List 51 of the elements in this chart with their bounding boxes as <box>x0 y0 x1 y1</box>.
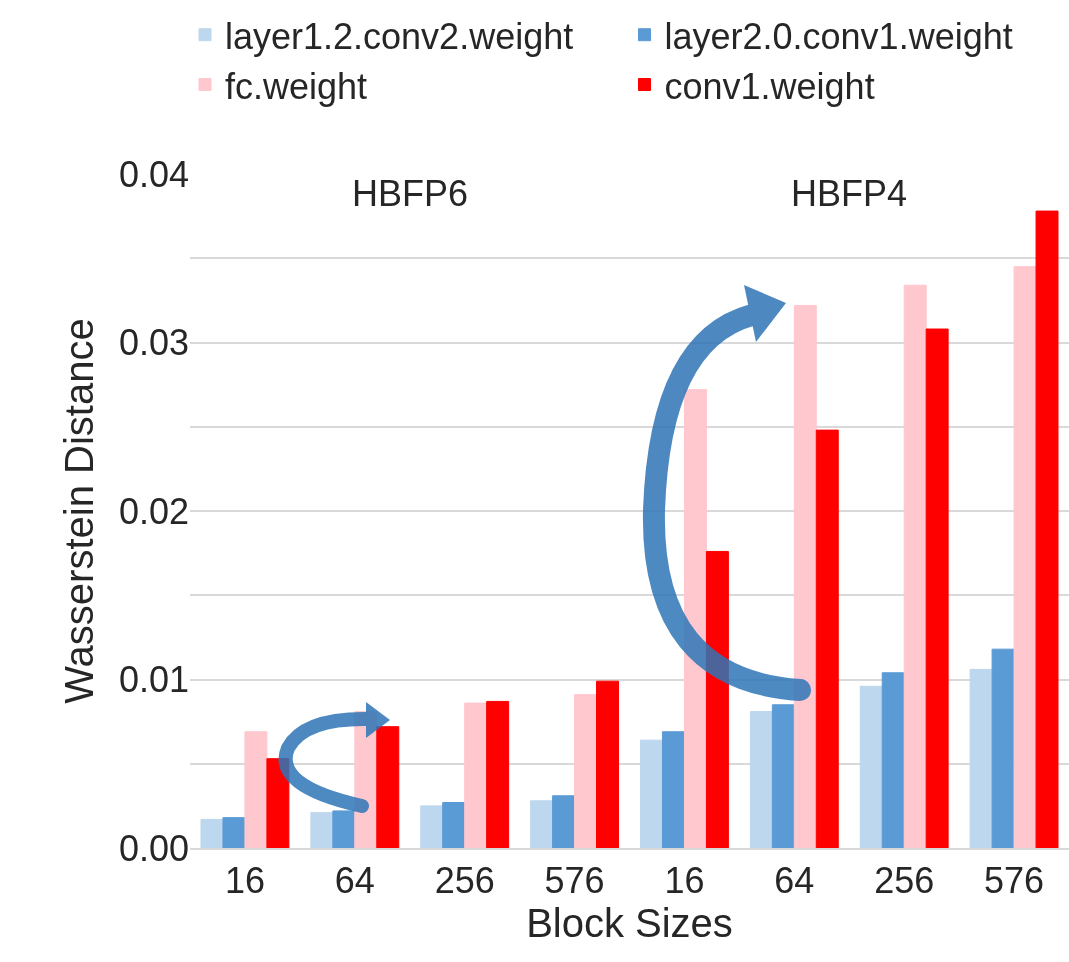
y-tick-label: 0.00 <box>118 827 189 869</box>
x-tick-label: 576 <box>984 860 1045 902</box>
x-tick-label: 64 <box>774 860 815 902</box>
bar <box>749 711 773 848</box>
bar <box>661 731 685 848</box>
bar <box>991 648 1015 848</box>
bar <box>222 817 246 848</box>
legend-label: layer2.0.conv1.weight <box>664 15 1013 57</box>
bar <box>596 680 620 848</box>
bar <box>244 731 268 848</box>
bar <box>200 818 224 848</box>
x-tick-label: 576 <box>544 860 605 902</box>
y-tick-label: 0.04 <box>118 153 189 195</box>
bar <box>903 284 927 848</box>
bar <box>574 694 598 848</box>
bar <box>639 739 663 848</box>
y-tick-label: 0.01 <box>118 659 189 701</box>
y-tick-label: 0.02 <box>118 490 189 532</box>
y-tick-label: 0.03 <box>118 322 189 364</box>
annotation: HBFP4 <box>791 173 908 214</box>
bar <box>705 550 729 848</box>
bar <box>530 800 554 848</box>
bar <box>881 672 905 848</box>
bar <box>266 758 290 848</box>
bar <box>683 389 707 848</box>
bar <box>486 700 510 848</box>
bar <box>859 685 883 848</box>
legend-label: fc.weight <box>225 65 368 107</box>
bar <box>310 812 334 848</box>
bar <box>442 802 466 848</box>
x-axis-title: Block Sizes <box>526 901 733 946</box>
bar <box>969 668 993 848</box>
x-tick-label: 64 <box>334 860 375 902</box>
legend-label: layer1.2.conv2.weight <box>225 15 574 57</box>
bar <box>420 805 444 848</box>
x-tick-label: 256 <box>874 860 935 902</box>
bar <box>464 702 488 848</box>
bar <box>332 810 356 848</box>
bar <box>1035 210 1059 848</box>
legend-label: conv1.weight <box>664 65 875 107</box>
x-tick-label: 256 <box>434 860 495 902</box>
x-tick-label: 16 <box>224 860 265 902</box>
x-tick-label: 16 <box>664 860 705 902</box>
y-axis-title: Wasserstein Distance <box>57 318 102 704</box>
bar <box>771 704 795 848</box>
bar <box>793 304 817 848</box>
bar <box>1013 266 1037 848</box>
annotation: HBFP6 <box>352 173 469 214</box>
bar <box>815 429 839 848</box>
bar <box>925 328 949 848</box>
bar <box>552 795 576 848</box>
